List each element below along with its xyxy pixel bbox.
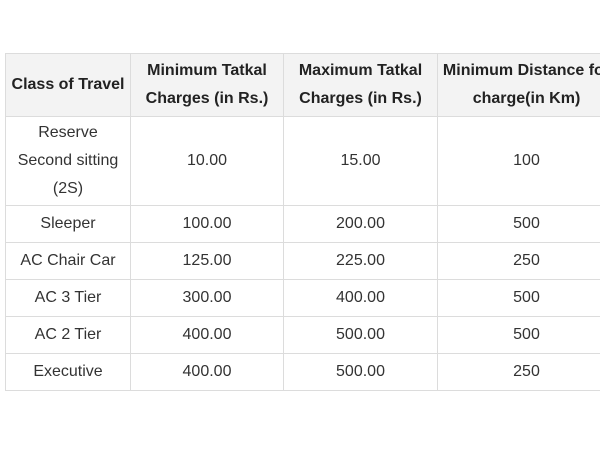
cell-min-distance: 500 — [437, 205, 600, 243]
table-row: Sleeper 100.00 200.00 500 — [5, 205, 600, 243]
header-min-distance: Minimum Distance for charge(in Km) — [437, 53, 600, 117]
cell-min-charges: 10.00 — [130, 116, 284, 206]
table-row: Executive 400.00 500.00 250 — [5, 353, 600, 391]
table-row: AC 3 Tier 300.00 400.00 500 — [5, 279, 600, 317]
cell-max-charges: 500.00 — [283, 353, 438, 391]
cell-min-distance: 500 — [437, 279, 600, 317]
table-row: AC Chair Car 125.00 225.00 250 — [5, 242, 600, 280]
table-row: AC 2 Tier 400.00 500.00 500 — [5, 316, 600, 354]
cell-min-distance: 100 — [437, 116, 600, 206]
header-class: Class of Travel — [5, 53, 131, 117]
cell-min-charges: 300.00 — [130, 279, 284, 317]
cell-min-distance: 500 — [437, 316, 600, 354]
cell-min-charges: 400.00 — [130, 316, 284, 354]
header-min-charges: Minimum Tatkal Charges (in Rs.) — [130, 53, 284, 117]
cell-max-charges: 500.00 — [283, 316, 438, 354]
cell-class: Sleeper — [5, 205, 131, 243]
cell-max-charges: 400.00 — [283, 279, 438, 317]
table-row: Reserve Second sitting (2S) 10.00 15.00 100 — [5, 116, 600, 206]
header-max-charges: Maximum Tatkal Charges (in Rs.) — [283, 53, 438, 117]
cell-min-distance: 250 — [437, 353, 600, 391]
cell-max-charges: 225.00 — [283, 242, 438, 280]
cell-min-distance: 250 — [437, 242, 600, 280]
cell-max-charges: 200.00 — [283, 205, 438, 243]
cell-max-charges: 15.00 — [283, 116, 438, 206]
cell-class: Executive — [5, 353, 131, 391]
cell-min-charges: 400.00 — [130, 353, 284, 391]
cell-class: AC 2 Tier — [5, 316, 131, 354]
cell-class: AC Chair Car — [5, 242, 131, 280]
header-row: Class of Travel Minimum Tatkal Charges (… — [5, 53, 600, 117]
tatkal-charges-table: Class of Travel Minimum Tatkal Charges (… — [5, 53, 600, 391]
cell-class: Reserve Second sitting (2S) — [5, 116, 131, 206]
cell-min-charges: 100.00 — [130, 205, 284, 243]
cell-min-charges: 125.00 — [130, 242, 284, 280]
cell-class: AC 3 Tier — [5, 279, 131, 317]
